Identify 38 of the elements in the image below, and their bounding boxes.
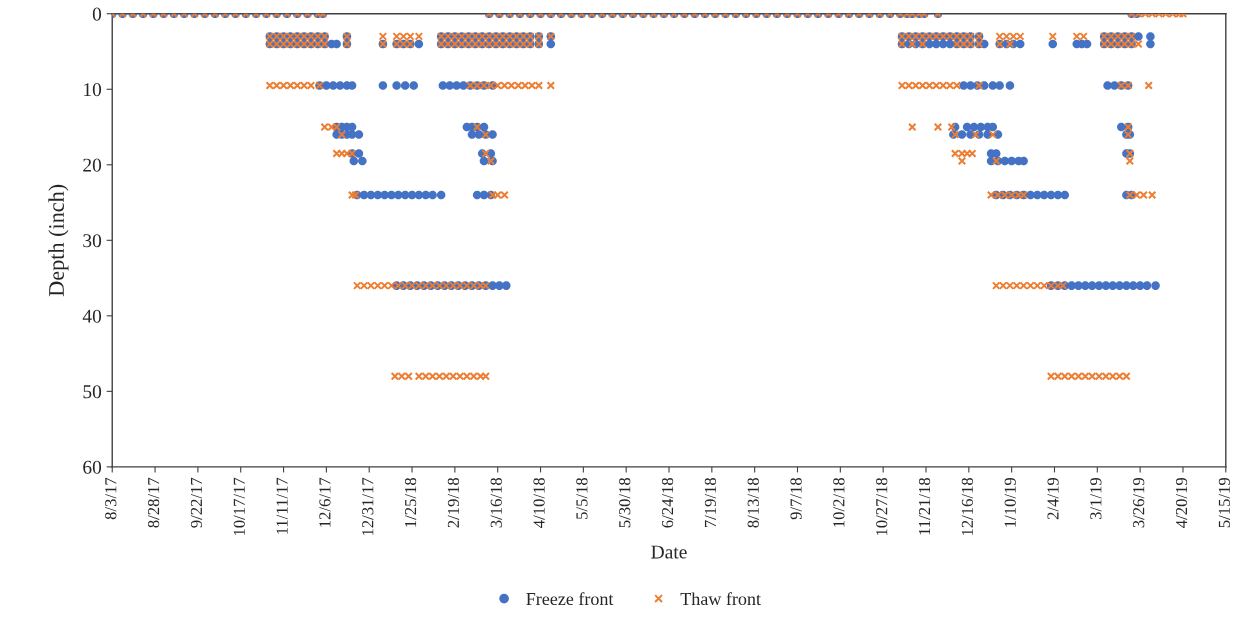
x-tick-label: 8/28/17 — [147, 477, 160, 528]
y-tick-label: 0 — [92, 7, 102, 21]
x-tick-label: 12/16/18 — [961, 477, 973, 536]
x-tick-label: 1/25/18 — [404, 477, 417, 527]
y-tick-label: 20 — [83, 158, 102, 172]
x-tick-label: 10/27/18 — [876, 477, 888, 536]
y-tick-label: 60 — [83, 460, 102, 474]
x-tick-label: 12/6/17 — [319, 477, 331, 527]
x-tick-label: 4/10/18 — [533, 477, 545, 528]
x-tick-label: 10/17/17 — [233, 477, 245, 536]
legend-label: Freeze front — [526, 592, 614, 606]
x-tick-label: 7/19/18 — [704, 477, 717, 528]
x-tick-label: 12/31/17 — [362, 477, 374, 536]
x-tick-label: 11/21/18 — [918, 477, 931, 535]
y-tick-label: 50 — [83, 385, 102, 399]
x-tick-label: 5/30/18 — [619, 477, 631, 528]
y-tick-label: 10 — [84, 83, 102, 97]
y-tick-label: 40 — [82, 309, 102, 323]
legend-label: Thaw front — [680, 592, 761, 606]
x-tick-label: 3/16/18 — [490, 477, 502, 528]
x-tick-label: 3/1/19 — [1090, 477, 1102, 520]
x-tick-label: 1/10/19 — [1004, 477, 1016, 527]
y-tick-label: 30 — [83, 234, 102, 248]
x-tick-label: 8/13/18 — [747, 477, 759, 528]
x-tick-label: 2/4/19 — [1047, 477, 1059, 520]
x-tick-label: 2/19/18 — [447, 477, 460, 528]
x-tick-label: 6/24/18 — [661, 477, 674, 528]
x-tick-label: 5/15/19 — [1218, 477, 1230, 528]
x-tick-label: 9/7/18 — [790, 477, 802, 520]
x-tick-label: 4/20/19 — [1175, 477, 1188, 528]
y-axis-title: Depth (inch) — [48, 184, 69, 297]
x-tick-label: 11/11/17 — [276, 477, 288, 534]
x-tick-label: 3/26/19 — [1133, 477, 1145, 528]
x-tick-label: 5/5/18 — [576, 477, 588, 519]
x-tick-label: 8/3/17 — [105, 477, 117, 520]
x-axis-title: Date — [651, 545, 687, 559]
x-tick-label: 10/2/18 — [833, 477, 845, 527]
x-tick-label: 9/22/17 — [190, 477, 203, 528]
